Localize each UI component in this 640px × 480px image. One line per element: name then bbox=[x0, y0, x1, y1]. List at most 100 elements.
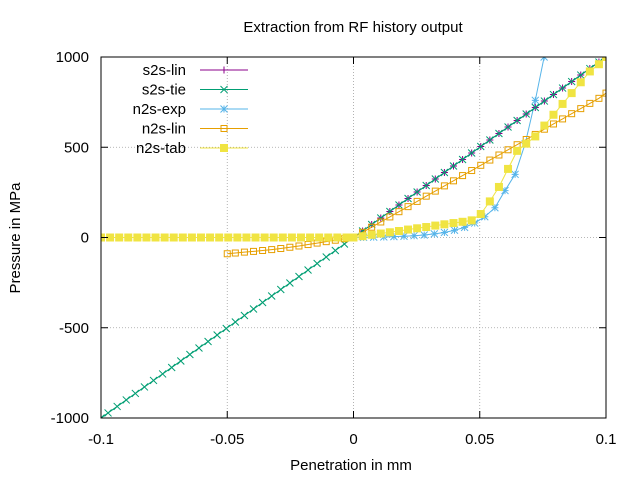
data-point-s2s-tie bbox=[576, 71, 585, 79]
series-n2s-tab bbox=[101, 57, 606, 242]
data-point-s2s-tie bbox=[113, 402, 122, 411]
data-point-n2s-tab bbox=[394, 227, 403, 236]
data-point-n2s-tab bbox=[206, 233, 215, 242]
data-point-s2s-tie bbox=[304, 266, 312, 274]
data-point-n2s-tab bbox=[540, 121, 549, 130]
data-point-n2s-lin bbox=[368, 223, 376, 231]
ticks: -0.1 -0.05 0 0.05 0.1 -1000 -500 0 500 1000 bbox=[51, 49, 617, 448]
data-point-n2s-tab bbox=[233, 233, 242, 242]
data-point-s2s-tie bbox=[522, 110, 531, 118]
data-point-s2s-tie bbox=[140, 383, 149, 391]
data-point-n2s-tab bbox=[178, 233, 187, 242]
legend-marker-s2s-lin bbox=[220, 66, 228, 74]
data-point-n2s-tab bbox=[124, 233, 133, 242]
y-tick-label: 500 bbox=[64, 139, 89, 156]
data-point-n2s-tab bbox=[522, 139, 531, 148]
data-point-n2s-exp bbox=[420, 231, 429, 239]
data-point-s2s-tie bbox=[458, 155, 467, 164]
data-point-s2s-tie bbox=[567, 77, 576, 86]
data-point-n2s-lin bbox=[459, 172, 467, 180]
data-point-n2s-lin bbox=[295, 242, 303, 250]
data-point-n2s-exp bbox=[400, 232, 408, 241]
data-point-s2s-tie bbox=[331, 246, 340, 255]
data-point-n2s-lin bbox=[449, 177, 457, 185]
data-point-s2s-tie bbox=[531, 103, 540, 112]
data-point-n2s-tab bbox=[315, 233, 324, 242]
legend: s2s-lin s2s-tie n2s-exp n2s-lin n2s-tab bbox=[133, 62, 248, 157]
data-point-n2s-lin bbox=[240, 248, 248, 256]
data-point-s2s-tie bbox=[404, 194, 412, 203]
legend-marker-n2s-tab bbox=[220, 144, 228, 152]
data-point-s2s-tie bbox=[449, 162, 458, 170]
x-tick-label: 0 bbox=[349, 431, 357, 448]
legend-marker-n2s-exp bbox=[220, 105, 228, 113]
data-point-n2s-exp bbox=[430, 230, 439, 238]
data-point-s2s-tie bbox=[167, 363, 176, 372]
data-point-n2s-tab bbox=[404, 225, 413, 234]
data-point-s2s-tie bbox=[395, 201, 403, 209]
data-point-n2s-tab bbox=[187, 233, 196, 242]
series-layer bbox=[101, 57, 606, 418]
data-point-s2s-tie bbox=[431, 175, 440, 183]
data-point-n2s-tab bbox=[494, 182, 503, 191]
x-tick-label: 0.1 bbox=[596, 431, 617, 448]
data-point-n2s-lin bbox=[259, 246, 267, 254]
data-point-n2s-lin bbox=[568, 110, 576, 118]
data-point-n2s-exp bbox=[531, 96, 540, 105]
data-point-n2s-tab bbox=[467, 216, 476, 225]
data-point-n2s-tab bbox=[458, 217, 467, 226]
data-point-n2s-lin bbox=[413, 197, 421, 205]
data-point-s2s-tie bbox=[440, 168, 449, 177]
data-point-n2s-tab bbox=[160, 233, 169, 242]
data-point-s2s-tie bbox=[295, 272, 303, 281]
data-point-n2s-tab bbox=[476, 210, 485, 219]
data-point-n2s-tab bbox=[349, 233, 358, 242]
data-point-s2s-tie bbox=[101, 414, 105, 418]
data-point-n2s-tab bbox=[242, 233, 251, 242]
data-point-n2s-tab bbox=[278, 233, 287, 242]
data-point-n2s-tab bbox=[594, 60, 603, 69]
data-point-n2s-tab bbox=[413, 224, 422, 233]
data-point-n2s-lin bbox=[440, 182, 448, 190]
data-point-n2s-lin bbox=[286, 243, 294, 251]
data-point-s2s-tie bbox=[549, 90, 558, 99]
data-point-n2s-lin bbox=[602, 89, 606, 97]
data-point-n2s-tab bbox=[585, 67, 594, 76]
y-axis-label: Pressure in MPa bbox=[7, 182, 24, 294]
data-point-n2s-lin bbox=[504, 146, 512, 154]
data-point-n2s-tab bbox=[133, 233, 142, 242]
data-point-n2s-lin bbox=[223, 250, 231, 258]
data-point-n2s-tab bbox=[251, 233, 260, 242]
legend-marker-n2s-lin bbox=[220, 125, 228, 132]
data-point-n2s-lin bbox=[468, 167, 476, 175]
data-point-n2s-tab bbox=[324, 233, 333, 242]
data-point-n2s-tab bbox=[224, 233, 233, 242]
data-point-s2s-tie bbox=[540, 97, 549, 105]
data-point-s2s-tie bbox=[186, 350, 194, 359]
data-point-n2s-exp bbox=[480, 212, 489, 221]
data-point-n2s-tab bbox=[504, 164, 513, 173]
y-tick-label: 1000 bbox=[56, 49, 89, 66]
data-point-n2s-lin bbox=[404, 203, 412, 211]
data-point-n2s-lin bbox=[486, 156, 494, 164]
data-point-n2s-tab bbox=[367, 230, 376, 239]
data-point-s2s-tie bbox=[476, 142, 485, 151]
data-point-n2s-tab bbox=[115, 233, 124, 242]
data-point-n2s-tab bbox=[567, 89, 576, 98]
data-point-n2s-tab bbox=[440, 220, 449, 229]
data-point-n2s-tab bbox=[513, 146, 522, 155]
data-point-n2s-lin bbox=[386, 213, 394, 221]
data-point-n2s-tab bbox=[576, 78, 585, 87]
y-tick-label: -1000 bbox=[51, 410, 89, 427]
data-point-s2s-tie bbox=[422, 181, 431, 190]
data-point-n2s-lin bbox=[495, 151, 503, 159]
data-point-s2s-tie bbox=[286, 279, 294, 287]
data-point-n2s-tab bbox=[287, 233, 296, 242]
data-point-n2s-lin bbox=[586, 99, 594, 107]
x-tick-label: -0.05 bbox=[210, 431, 244, 448]
data-point-s2s-tie bbox=[104, 409, 112, 417]
data-point-n2s-lin bbox=[431, 187, 439, 195]
data-point-n2s-tab bbox=[215, 233, 224, 242]
data-point-s2s-tie bbox=[313, 259, 321, 268]
data-point-n2s-exp bbox=[410, 231, 418, 240]
